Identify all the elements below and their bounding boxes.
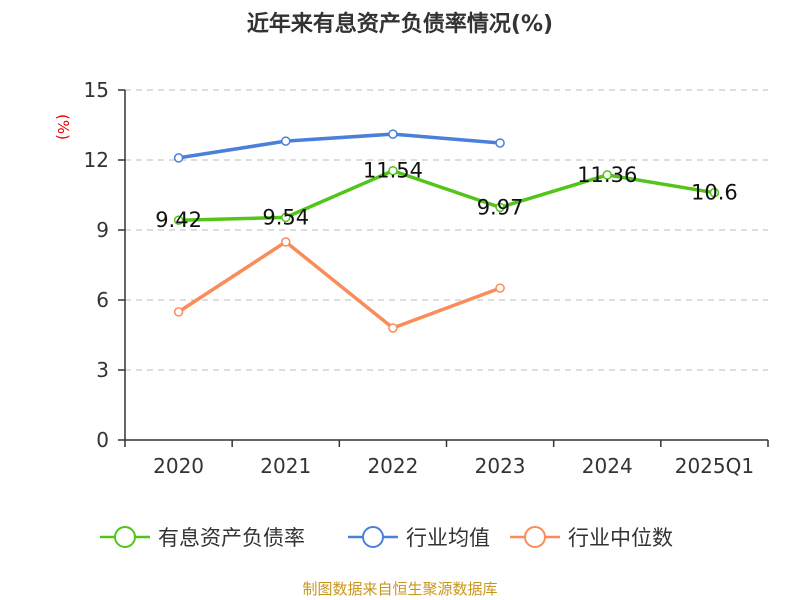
x-tick-label: 2024 [582, 454, 633, 478]
source-footer: 制图数据来自恒生聚源数据库 [302, 580, 498, 598]
x-tick-label: 2025Q1 [675, 454, 754, 478]
y-axis-label: (%) [54, 114, 72, 140]
data-point [388, 323, 398, 333]
data-point [281, 212, 291, 223]
data-point [173, 215, 184, 225]
x-tick-label: 2020 [153, 454, 204, 478]
data-label: 11.36 [577, 163, 637, 187]
data-point [495, 283, 505, 293]
x-tick-label: 2021 [260, 454, 311, 478]
x-tick-label: 2022 [367, 454, 418, 478]
legend-marker [524, 526, 546, 548]
legend-marker [362, 526, 384, 548]
series-line-2 [177, 240, 501, 330]
data-point [495, 138, 505, 148]
legend-label: 行业均值 [406, 526, 490, 550]
y-tick-label: 9 [96, 218, 109, 242]
data-label: 9.54 [262, 205, 309, 229]
series-line-0 [178, 168, 715, 222]
chart-title: 近年来有息资产负债率情况(%) [246, 12, 554, 37]
data-label: 10.6 [691, 181, 738, 205]
data-point [173, 307, 184, 317]
legend-marker [114, 526, 136, 548]
y-tick-label: 0 [96, 428, 109, 452]
data-point [495, 202, 505, 213]
data-label: 11.54 [363, 159, 423, 183]
data-point [173, 153, 184, 163]
x-tick-label: 2023 [475, 454, 526, 478]
y-tick-label: 6 [96, 288, 109, 312]
data-label: 9.97 [477, 195, 524, 219]
data-label: 9.42 [155, 208, 202, 232]
legend-label: 有息资产负债率 [158, 526, 305, 550]
data-point [281, 237, 291, 247]
data-point [388, 129, 398, 139]
y-tick-label: 12 [84, 148, 109, 172]
data-point [709, 187, 720, 198]
data-point [388, 165, 398, 176]
series-line-1 [178, 132, 501, 160]
legend-label: 行业中位数 [568, 526, 673, 550]
y-tick-label: 15 [84, 78, 109, 102]
data-point [281, 136, 291, 146]
y-tick-label: 3 [96, 358, 109, 382]
data-point [602, 170, 612, 180]
